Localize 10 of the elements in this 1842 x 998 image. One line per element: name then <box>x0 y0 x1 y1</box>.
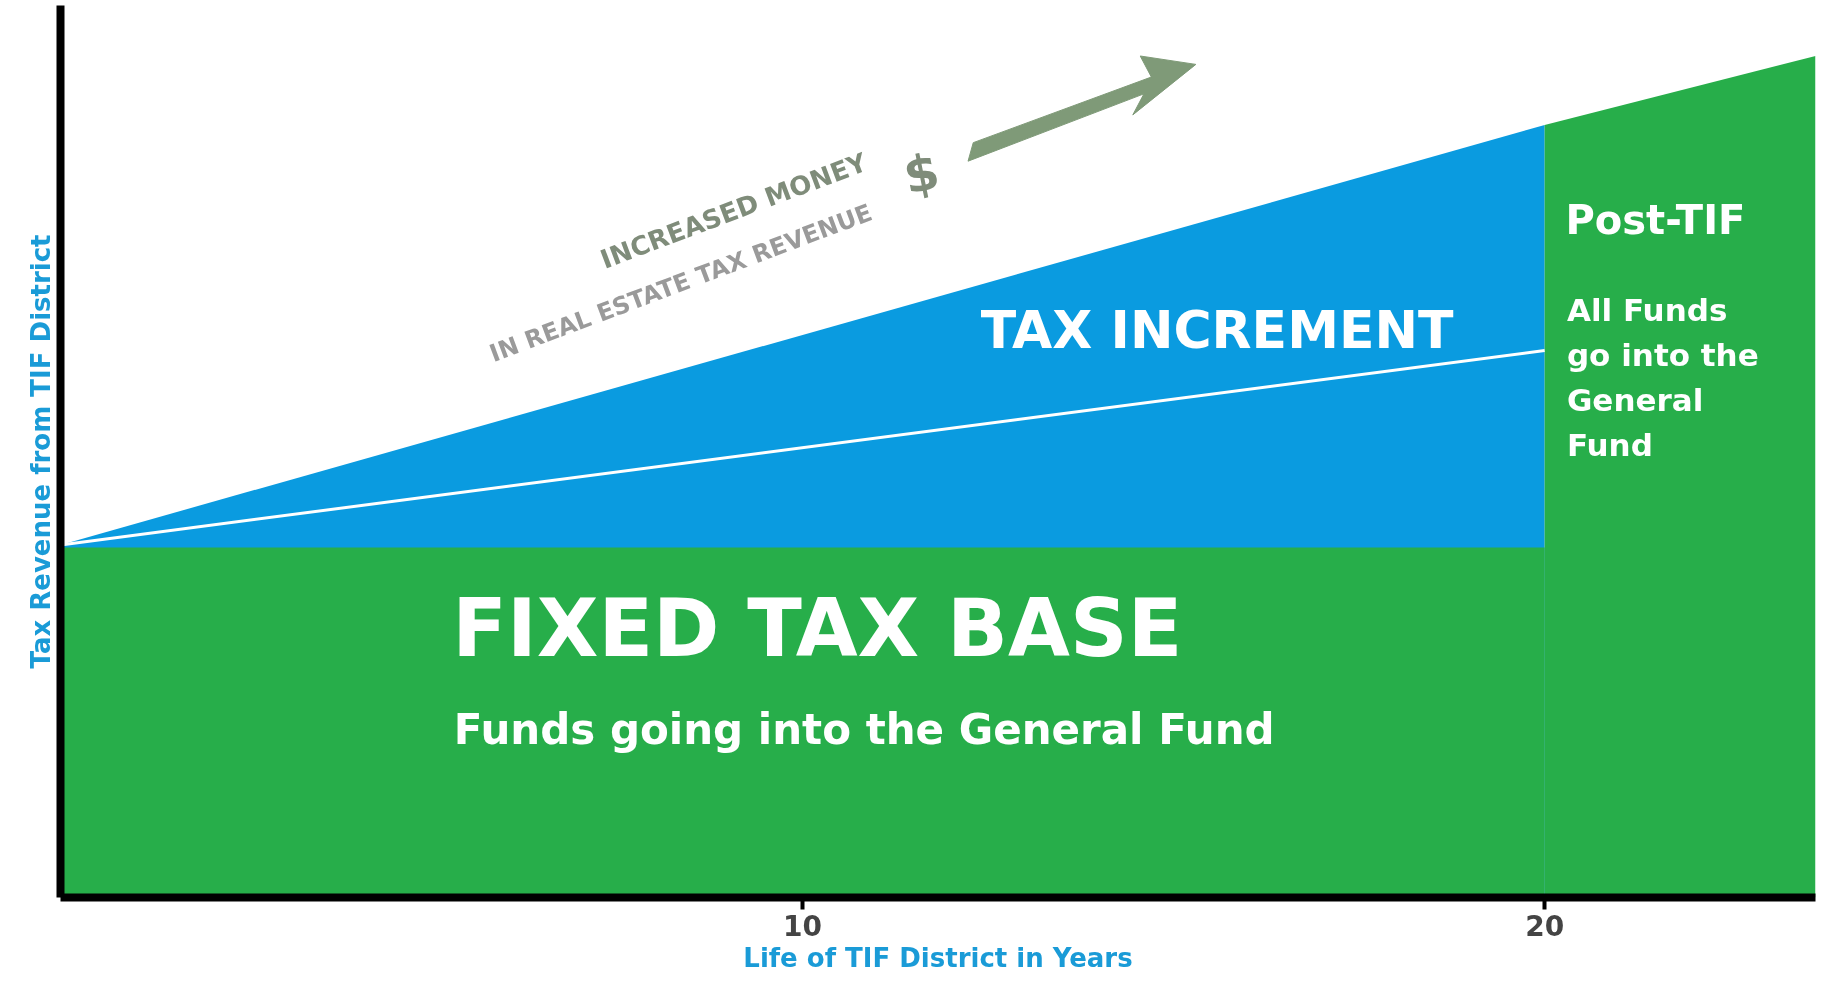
x-tick-label: 10 <box>783 909 823 943</box>
x-axis-title: Life of TIF District in Years <box>743 942 1133 973</box>
y-axis-title: Tax Revenue from TIF District <box>25 234 56 669</box>
annotation: FIXED TAX BASE <box>452 581 1183 675</box>
annotation: TAX INCREMENT <box>980 300 1454 361</box>
annotation: Funds going into the General Fund <box>453 704 1275 754</box>
x-tick-label: 20 <box>1525 909 1565 943</box>
annotation: $ <box>898 141 945 206</box>
annotation: Post-TIF <box>1565 197 1746 244</box>
annotation: All Funds go into the General Fund <box>1566 291 1759 463</box>
